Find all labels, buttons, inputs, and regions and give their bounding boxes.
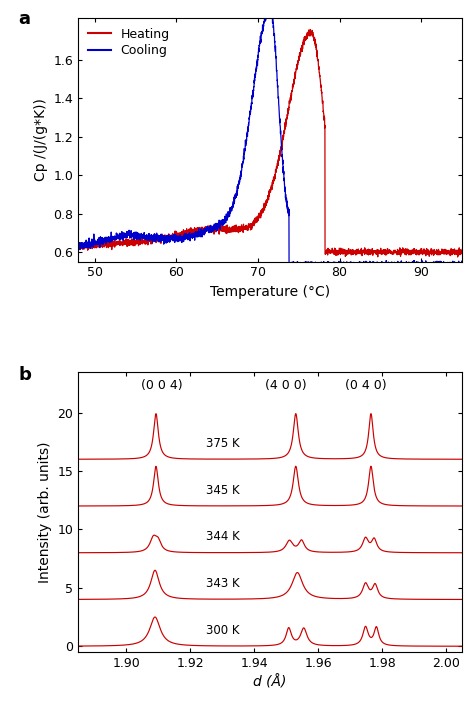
Text: 345 K: 345 K	[206, 484, 240, 497]
Text: 344 K: 344 K	[206, 530, 240, 544]
Y-axis label: Cp /(J/(g*K)): Cp /(J/(g*K))	[34, 98, 48, 181]
X-axis label: d (Å): d (Å)	[254, 675, 287, 690]
Text: (0 0 4): (0 0 4)	[141, 379, 182, 391]
Text: (0 4 0): (0 4 0)	[346, 379, 387, 391]
Legend: Heating, Cooling: Heating, Cooling	[84, 24, 173, 61]
Text: 375 K: 375 K	[206, 437, 240, 450]
Text: a: a	[18, 11, 31, 28]
Y-axis label: Intensity (arb. units): Intensity (arb. units)	[38, 441, 52, 582]
Text: (4 0 0): (4 0 0)	[265, 379, 307, 391]
Text: 343 K: 343 K	[206, 577, 240, 590]
Text: 300 K: 300 K	[206, 624, 240, 637]
Text: b: b	[18, 366, 32, 384]
X-axis label: Temperature (°C): Temperature (°C)	[210, 285, 330, 299]
